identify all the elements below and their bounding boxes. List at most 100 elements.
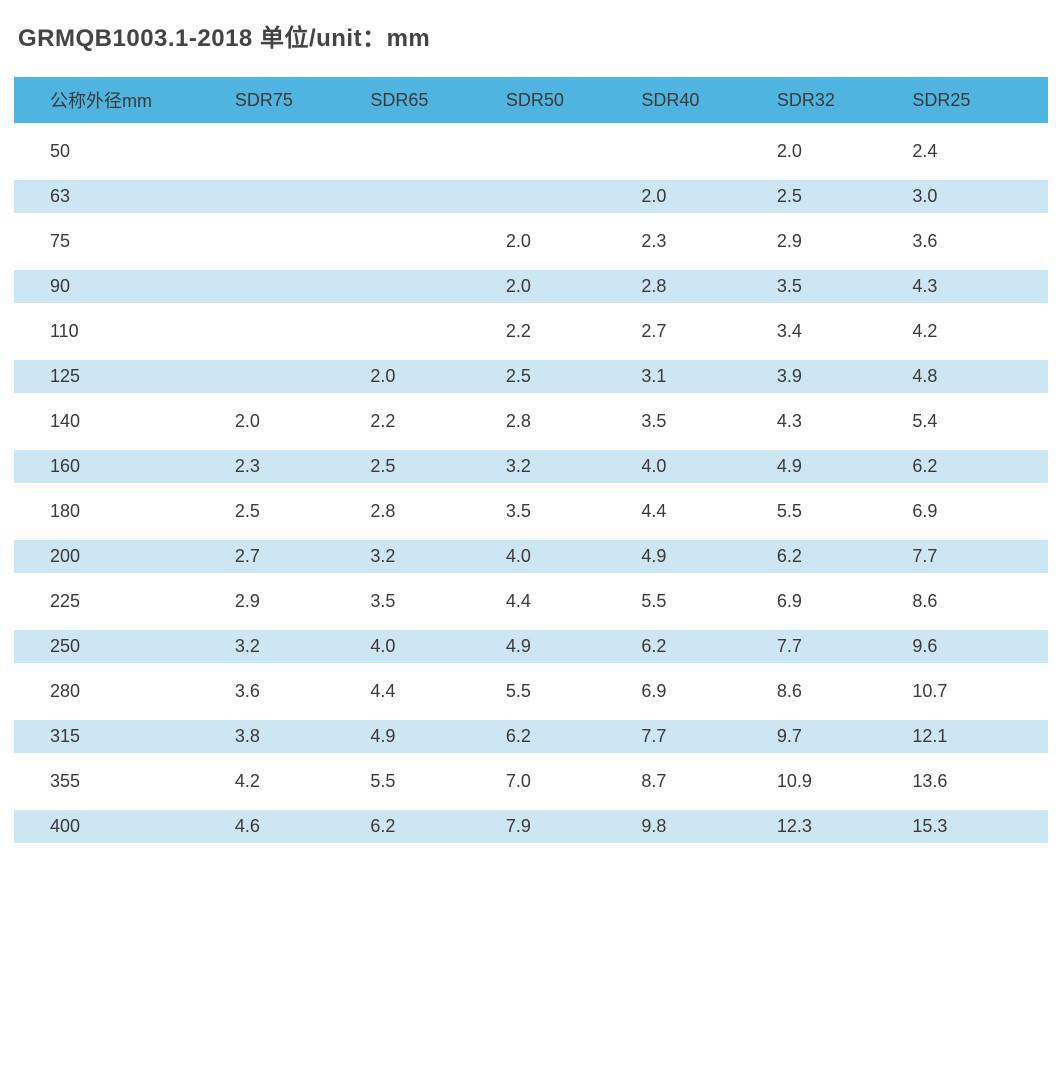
table-cell: 4.4 bbox=[641, 483, 777, 540]
table-cell: 5.5 bbox=[370, 753, 506, 810]
table-cell: 4.3 bbox=[777, 393, 913, 450]
table-cell: 4.9 bbox=[370, 720, 506, 753]
table-cell: 3.6 bbox=[912, 213, 1048, 270]
table-row: 1102.22.73.44.2 bbox=[14, 303, 1048, 360]
table-cell: 90 bbox=[14, 270, 235, 303]
table-cell bbox=[235, 270, 371, 303]
table-cell: 12.1 bbox=[912, 720, 1048, 753]
table-cell: 2.2 bbox=[370, 393, 506, 450]
table-cell: 4.8 bbox=[912, 360, 1048, 393]
table-cell: 6.9 bbox=[912, 483, 1048, 540]
table-cell: 125 bbox=[14, 360, 235, 393]
table-cell: 4.4 bbox=[370, 663, 506, 720]
table-cell: 2.0 bbox=[777, 123, 913, 180]
table-cell: 9.8 bbox=[641, 810, 777, 843]
table-cell: 2.8 bbox=[370, 483, 506, 540]
table-cell bbox=[235, 303, 371, 360]
table-cell: 4.2 bbox=[912, 303, 1048, 360]
table-cell: 6.2 bbox=[641, 630, 777, 663]
table-row: 502.02.4 bbox=[14, 123, 1048, 180]
table-cell: 225 bbox=[14, 573, 235, 630]
table-cell: 7.7 bbox=[641, 720, 777, 753]
table-cell: 63 bbox=[14, 180, 235, 213]
table-cell: 6.9 bbox=[777, 573, 913, 630]
table-cell: 2.0 bbox=[506, 270, 642, 303]
table-cell: 3.5 bbox=[370, 573, 506, 630]
table-cell: 5.5 bbox=[777, 483, 913, 540]
table-cell: 5.5 bbox=[506, 663, 642, 720]
table-cell bbox=[235, 360, 371, 393]
table-cell: 4.9 bbox=[777, 450, 913, 483]
table-cell: 5.5 bbox=[641, 573, 777, 630]
table-cell: 3.6 bbox=[235, 663, 371, 720]
table-row: 632.02.53.0 bbox=[14, 180, 1048, 213]
table-row: 2803.64.45.56.98.610.7 bbox=[14, 663, 1048, 720]
table-cell: 2.7 bbox=[235, 540, 371, 573]
table-cell: 200 bbox=[14, 540, 235, 573]
table-cell: 2.0 bbox=[370, 360, 506, 393]
col-header: SDR50 bbox=[506, 77, 642, 123]
table-cell: 7.9 bbox=[506, 810, 642, 843]
col-header: SDR40 bbox=[641, 77, 777, 123]
table-cell: 110 bbox=[14, 303, 235, 360]
table-cell: 13.6 bbox=[912, 753, 1048, 810]
table-cell: 2.3 bbox=[235, 450, 371, 483]
table-cell: 3.1 bbox=[641, 360, 777, 393]
table-row: 1402.02.22.83.54.35.4 bbox=[14, 393, 1048, 450]
table-cell: 2.8 bbox=[506, 393, 642, 450]
table-cell: 3.0 bbox=[912, 180, 1048, 213]
table-row: 902.02.83.54.3 bbox=[14, 270, 1048, 303]
table-cell: 10.7 bbox=[912, 663, 1048, 720]
table-cell bbox=[235, 123, 371, 180]
col-header: SDR25 bbox=[912, 77, 1048, 123]
table-cell: 3.8 bbox=[235, 720, 371, 753]
table-cell: 7.7 bbox=[912, 540, 1048, 573]
table-cell: 4.2 bbox=[235, 753, 371, 810]
table-cell: 2.7 bbox=[641, 303, 777, 360]
table-cell: 75 bbox=[14, 213, 235, 270]
table-cell: 3.2 bbox=[235, 630, 371, 663]
table-cell: 2.5 bbox=[235, 483, 371, 540]
table-cell: 4.0 bbox=[370, 630, 506, 663]
col-header: 公称外径mm bbox=[14, 77, 235, 123]
table-cell: 5.4 bbox=[912, 393, 1048, 450]
spec-table: 公称外径mmSDR75SDR65SDR50SDR40SDR32SDR25 502… bbox=[14, 77, 1048, 843]
table-cell: 3.5 bbox=[506, 483, 642, 540]
table-cell bbox=[370, 303, 506, 360]
table-cell bbox=[370, 180, 506, 213]
table-cell: 2.3 bbox=[641, 213, 777, 270]
table-cell: 2.9 bbox=[235, 573, 371, 630]
table-cell: 50 bbox=[14, 123, 235, 180]
table-cell: 4.0 bbox=[641, 450, 777, 483]
table-cell: 7.0 bbox=[506, 753, 642, 810]
table-cell: 180 bbox=[14, 483, 235, 540]
table-cell: 6.2 bbox=[370, 810, 506, 843]
table-row: 2002.73.24.04.96.27.7 bbox=[14, 540, 1048, 573]
table-cell bbox=[370, 123, 506, 180]
table-row: 4004.66.27.99.812.315.3 bbox=[14, 810, 1048, 843]
table-cell: 3.2 bbox=[506, 450, 642, 483]
table-cell: 355 bbox=[14, 753, 235, 810]
table-cell: 4.9 bbox=[506, 630, 642, 663]
table-cell: 2.5 bbox=[370, 450, 506, 483]
table-cell: 12.3 bbox=[777, 810, 913, 843]
table-cell: 3.2 bbox=[370, 540, 506, 573]
col-header: SDR65 bbox=[370, 77, 506, 123]
table-cell: 280 bbox=[14, 663, 235, 720]
table-cell bbox=[370, 213, 506, 270]
table-cell: 3.9 bbox=[777, 360, 913, 393]
table-cell bbox=[641, 123, 777, 180]
table-row: 752.02.32.93.6 bbox=[14, 213, 1048, 270]
table-cell bbox=[370, 270, 506, 303]
table-cell: 2.8 bbox=[641, 270, 777, 303]
table-cell: 9.6 bbox=[912, 630, 1048, 663]
table-cell bbox=[235, 180, 371, 213]
table-cell: 4.6 bbox=[235, 810, 371, 843]
table-cell: 7.7 bbox=[777, 630, 913, 663]
table-cell: 160 bbox=[14, 450, 235, 483]
table-cell: 2.0 bbox=[235, 393, 371, 450]
table-cell: 4.3 bbox=[912, 270, 1048, 303]
table-cell: 8.6 bbox=[777, 663, 913, 720]
table-row: 3153.84.96.27.79.712.1 bbox=[14, 720, 1048, 753]
table-cell: 2.0 bbox=[506, 213, 642, 270]
